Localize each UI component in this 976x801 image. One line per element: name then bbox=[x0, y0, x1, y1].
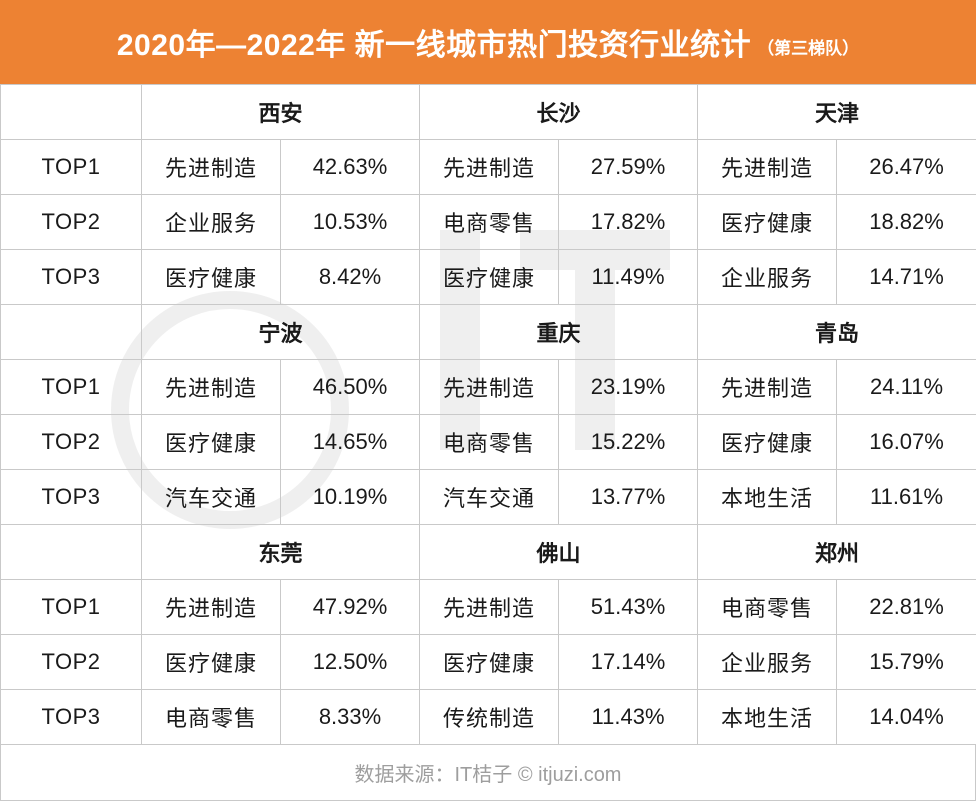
empty-cell bbox=[0, 524, 142, 580]
industry-name: 先进制造 bbox=[419, 579, 560, 635]
industry-name: 企业服务 bbox=[697, 634, 838, 690]
industry-share: 8.42% bbox=[279, 249, 421, 305]
table-row: TOP2 企业服务 10.53% 电商零售 17.82% 医疗健康 18.82% bbox=[0, 194, 976, 250]
industry-share: 27.59% bbox=[558, 139, 699, 195]
industry-share: 26.47% bbox=[836, 139, 976, 195]
industry-name: 电商零售 bbox=[141, 689, 281, 745]
rank-label: TOP1 bbox=[0, 139, 142, 195]
city-name: 天津 bbox=[697, 84, 976, 140]
page-title: 2020年—2022年 新一线城市热门投资行业统计 bbox=[116, 29, 752, 62]
city-name: 佛山 bbox=[419, 524, 699, 580]
empty-cell bbox=[0, 84, 142, 140]
industry-share: 8.33% bbox=[279, 689, 421, 745]
data-source-footer: 数据来源：IT桔子 © itjuzi.com bbox=[0, 745, 976, 801]
city-name: 宁波 bbox=[140, 304, 421, 360]
industry-name: 先进制造 bbox=[141, 359, 281, 415]
industry-name: 医疗健康 bbox=[419, 634, 560, 690]
industry-share: 42.63% bbox=[279, 139, 421, 195]
rank-label: TOP2 bbox=[0, 194, 142, 250]
industry-name: 医疗健康 bbox=[141, 249, 281, 305]
table-row: TOP3 医疗健康 8.42% 医疗健康 11.49% 企业服务 14.71% bbox=[0, 249, 976, 305]
industry-share: 22.81% bbox=[836, 579, 976, 635]
table-row: TOP2 医疗健康 12.50% 医疗健康 17.14% 企业服务 15.79% bbox=[0, 634, 976, 690]
table-row: TOP1 先进制造 46.50% 先进制造 23.19% 先进制造 24.11% bbox=[0, 359, 976, 415]
industry-name: 电商零售 bbox=[697, 579, 838, 635]
industry-name: 医疗健康 bbox=[697, 414, 838, 470]
industry-name: 传统制造 bbox=[419, 689, 560, 745]
industry-share: 11.43% bbox=[558, 689, 699, 745]
industry-name: 电商零售 bbox=[419, 414, 560, 470]
industry-share: 47.92% bbox=[279, 579, 421, 635]
empty-cell bbox=[0, 304, 142, 360]
industry-name: 电商零售 bbox=[419, 194, 560, 250]
rank-label: TOP1 bbox=[0, 359, 142, 415]
rank-label: TOP3 bbox=[0, 469, 142, 525]
industry-name: 先进制造 bbox=[697, 359, 838, 415]
city-name: 东莞 bbox=[140, 524, 421, 580]
industry-share: 10.19% bbox=[279, 469, 421, 525]
rank-label: TOP2 bbox=[0, 634, 142, 690]
industry-name: 医疗健康 bbox=[141, 634, 281, 690]
industry-share: 14.71% bbox=[836, 249, 976, 305]
industry-name: 医疗健康 bbox=[697, 194, 838, 250]
industry-table: 西安 长沙 天津 TOP1 先进制造 42.63% 先进制造 27.59% 先进… bbox=[0, 84, 976, 745]
industry-share: 51.43% bbox=[558, 579, 699, 635]
industry-name: 医疗健康 bbox=[141, 414, 281, 470]
page-subtitle: （第三梯队） bbox=[757, 38, 860, 58]
industry-name: 医疗健康 bbox=[419, 249, 560, 305]
industry-share: 17.14% bbox=[558, 634, 699, 690]
industry-name: 汽车交通 bbox=[419, 469, 560, 525]
industry-name: 先进制造 bbox=[141, 139, 281, 195]
table-row: TOP3 汽车交通 10.19% 汽车交通 13.77% 本地生活 11.61% bbox=[0, 469, 976, 525]
industry-name: 汽车交通 bbox=[141, 469, 281, 525]
industry-share: 17.82% bbox=[558, 194, 699, 250]
industry-share: 11.49% bbox=[558, 249, 699, 305]
data-source-text: 数据来源：IT桔子 © itjuzi.com bbox=[354, 764, 622, 786]
city-header-row: 宁波 重庆 青岛 bbox=[0, 304, 976, 360]
table-row: TOP1 先进制造 42.63% 先进制造 27.59% 先进制造 26.47% bbox=[0, 139, 976, 195]
rank-label: TOP3 bbox=[0, 689, 142, 745]
industry-share: 14.65% bbox=[279, 414, 421, 470]
industry-name: 先进制造 bbox=[419, 359, 560, 415]
industry-name: 先进制造 bbox=[697, 139, 838, 195]
industry-name: 本地生活 bbox=[697, 469, 838, 525]
industry-name: 先进制造 bbox=[141, 579, 281, 635]
table-row: TOP1 先进制造 47.92% 先进制造 51.43% 电商零售 22.81% bbox=[0, 579, 976, 635]
industry-share: 10.53% bbox=[279, 194, 421, 250]
industry-share: 15.22% bbox=[558, 414, 699, 470]
city-name: 西安 bbox=[140, 84, 421, 140]
industry-name: 企业服务 bbox=[697, 249, 838, 305]
city-header-row: 东莞 佛山 郑州 bbox=[0, 524, 976, 580]
industry-share: 12.50% bbox=[279, 634, 421, 690]
city-name: 青岛 bbox=[697, 304, 976, 360]
industry-name: 企业服务 bbox=[141, 194, 281, 250]
rank-label: TOP1 bbox=[0, 579, 142, 635]
industry-name: 本地生活 bbox=[697, 689, 838, 745]
table-row: TOP3 电商零售 8.33% 传统制造 11.43% 本地生活 14.04% bbox=[0, 689, 976, 745]
industry-name: 先进制造 bbox=[419, 139, 560, 195]
city-name: 郑州 bbox=[697, 524, 976, 580]
industry-share: 16.07% bbox=[836, 414, 976, 470]
industry-share: 24.11% bbox=[836, 359, 976, 415]
city-name: 重庆 bbox=[419, 304, 699, 360]
industry-share: 23.19% bbox=[558, 359, 699, 415]
industry-share: 11.61% bbox=[836, 469, 976, 525]
city-header-row: 西安 长沙 天津 bbox=[0, 84, 976, 140]
industry-share: 18.82% bbox=[836, 194, 976, 250]
rank-label: TOP3 bbox=[0, 249, 142, 305]
table-row: TOP2 医疗健康 14.65% 电商零售 15.22% 医疗健康 16.07% bbox=[0, 414, 976, 470]
industry-share: 15.79% bbox=[836, 634, 976, 690]
industry-share: 13.77% bbox=[558, 469, 699, 525]
city-name: 长沙 bbox=[419, 84, 699, 140]
rank-label: TOP2 bbox=[0, 414, 142, 470]
title-bar: 2020年—2022年 新一线城市热门投资行业统计 （第三梯队） bbox=[0, 0, 976, 84]
industry-share: 14.04% bbox=[836, 689, 976, 745]
industry-share: 46.50% bbox=[279, 359, 421, 415]
